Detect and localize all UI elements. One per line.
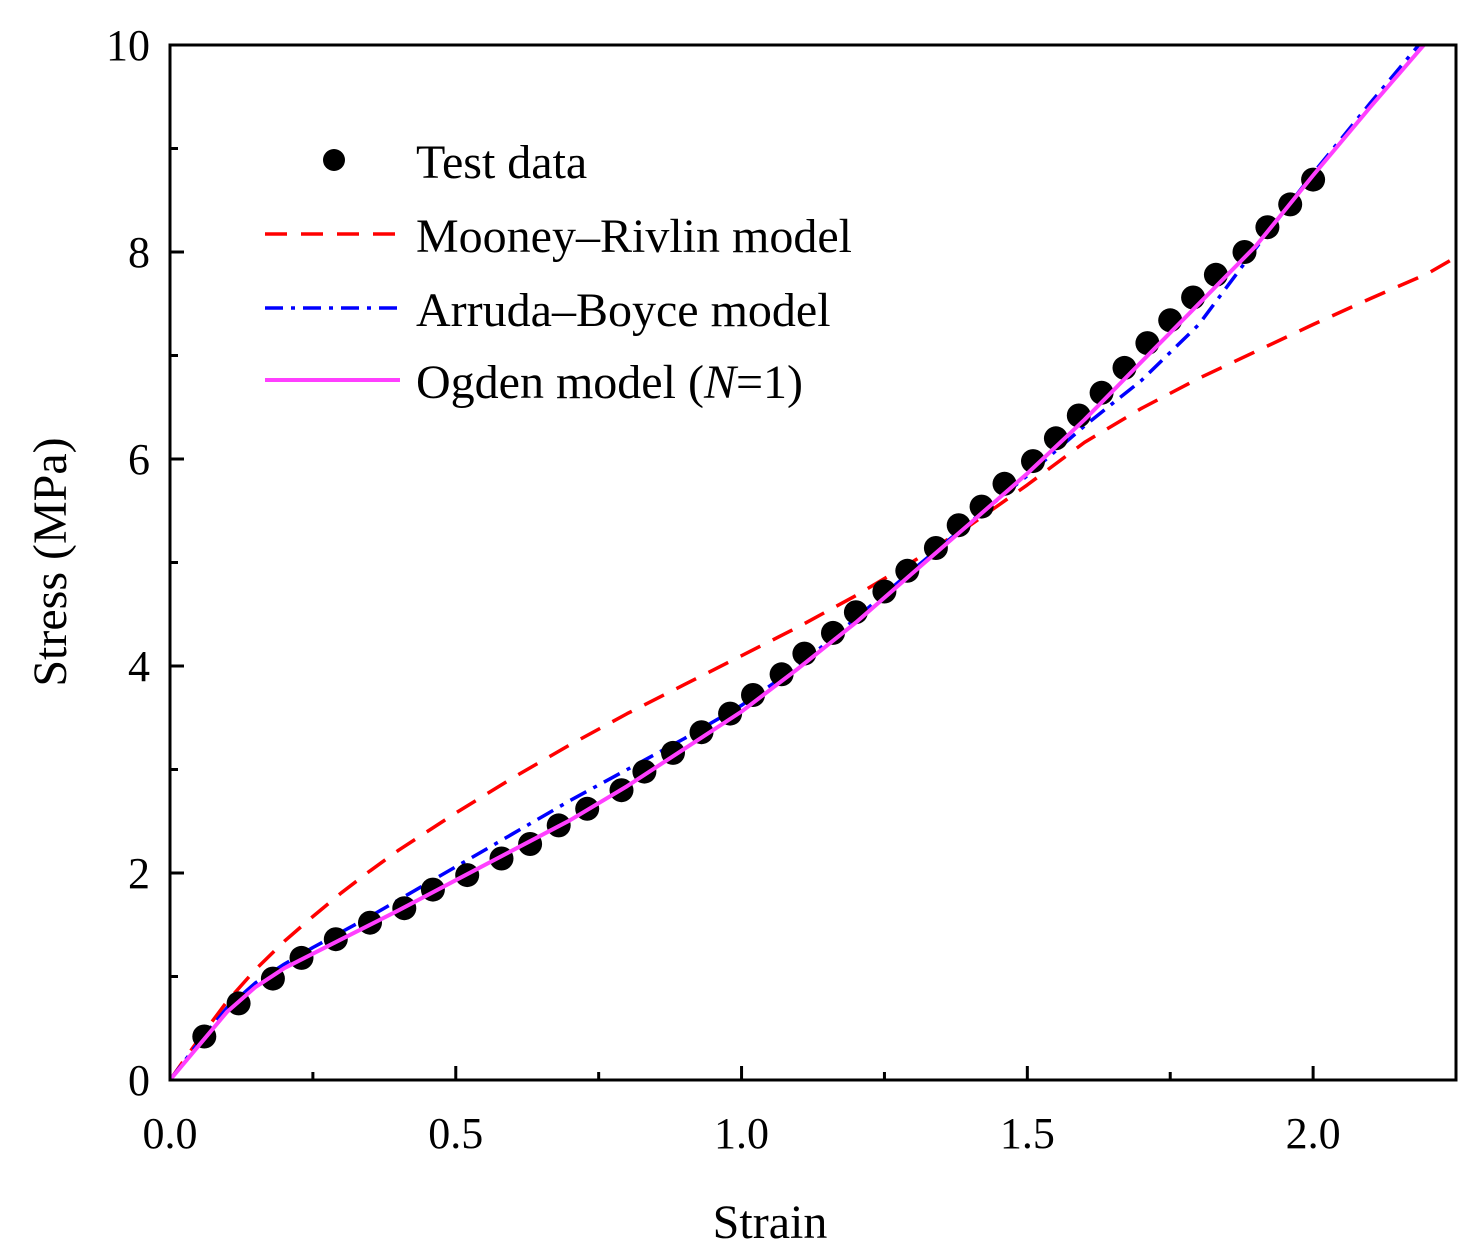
y-axis-title: Stress (MPa) (24, 437, 77, 686)
test-data-point (1203, 262, 1228, 287)
x-tick-label: 0.0 (143, 1109, 198, 1158)
y-tick-label: 10 (106, 21, 150, 70)
axes: 0.0 0.5 1.0 1.5 2.0 0 2 4 6 8 10 (106, 21, 1458, 1158)
legend: Test data Mooney–Rivlin model Arruda–Boy… (265, 136, 852, 409)
x-tick-label: 1.5 (1000, 1109, 1055, 1158)
legend-ogden-suffix: =1) (736, 356, 803, 409)
test-data-point (1232, 240, 1257, 264)
test-data-point (741, 683, 765, 707)
test-data-point (1181, 285, 1206, 310)
test-data-point (1158, 308, 1183, 333)
test-data-point (969, 494, 994, 519)
test-data-point (769, 662, 794, 687)
x-tick-label: 1.0 (714, 1109, 769, 1158)
y-tick-label: 0 (128, 1056, 150, 1105)
legend-mooney-rivlin-label: Mooney–Rivlin model (416, 210, 852, 263)
test-data-point (1021, 449, 1045, 474)
series-line-ogden-model-n-1- (170, 45, 1427, 1080)
test-data-point (872, 579, 897, 604)
test-data-point (923, 536, 948, 560)
legend-test-data-marker (323, 149, 345, 171)
y-tick-label: 2 (128, 849, 150, 898)
y-tick-label: 6 (128, 435, 150, 484)
test-data-point (689, 720, 714, 745)
legend-ogden-italic: N (703, 356, 739, 409)
test-data-point (1135, 331, 1160, 356)
test-data-point (946, 513, 971, 538)
y-tick-label: 4 (128, 642, 150, 691)
legend-ogden-prefix: Ogden model ( (416, 356, 704, 409)
test-data-point (718, 701, 743, 726)
x-axis-title: Strain (713, 1196, 828, 1249)
test-data-point (895, 558, 920, 583)
plot-area (170, 45, 1456, 1080)
series-line-mooney-rivlin-model (170, 255, 1456, 1080)
legend-arruda-boyce-label: Arruda–Boyce model (416, 284, 831, 337)
legend-ogden-label: Ogden model (N=1) (416, 356, 803, 409)
series-line-arruda-boyce-model (170, 45, 1422, 1080)
x-tick-label: 2.0 (1286, 1109, 1341, 1158)
legend-test-data-label: Test data (416, 136, 587, 189)
y-tick-label: 8 (128, 228, 150, 277)
test-data-point (821, 620, 845, 645)
test-data-point (1043, 426, 1068, 451)
x-tick-label: 0.5 (428, 1109, 483, 1158)
series-group (170, 45, 1456, 1080)
